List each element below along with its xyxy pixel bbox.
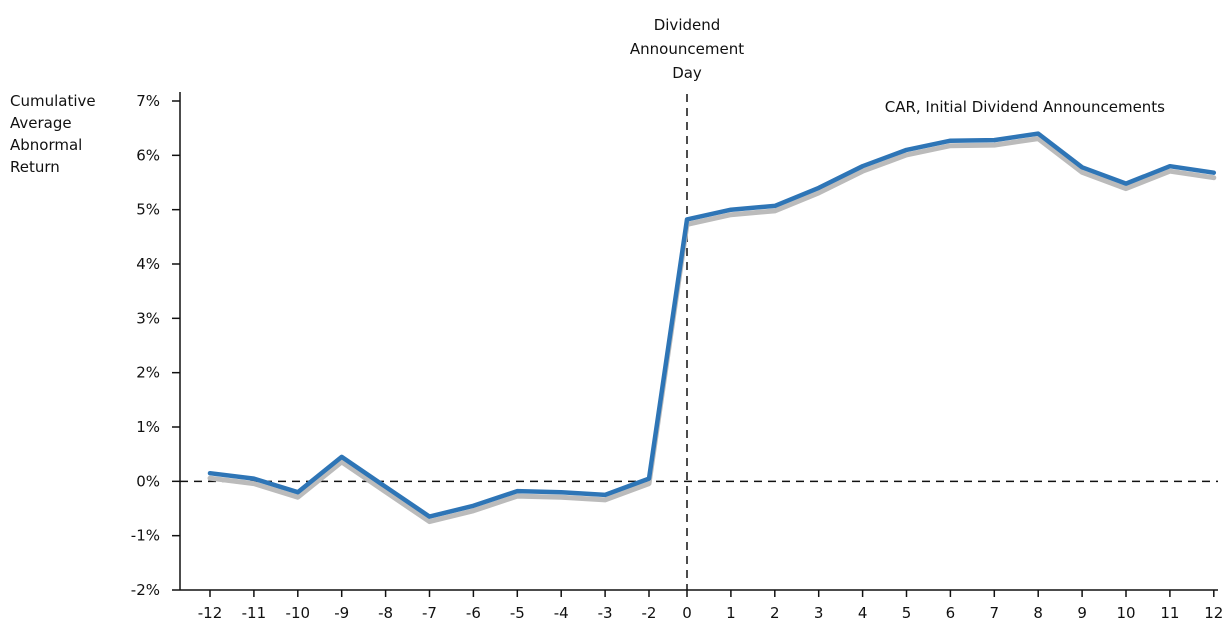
x-tick-label: -10 <box>286 604 311 622</box>
x-tick-label: -12 <box>198 604 223 622</box>
series-line <box>207 131 1217 519</box>
series-line-shadow <box>207 136 1217 525</box>
y-axis-label: Return <box>10 158 60 176</box>
x-tick-label: 11 <box>1160 604 1179 622</box>
reference-lines <box>180 94 1218 590</box>
y-tick-label: 7% <box>136 92 160 110</box>
x-tick-label: 5 <box>902 604 912 622</box>
x-tick-label: -8 <box>378 604 393 622</box>
x-tick-label: 0 <box>682 604 692 622</box>
x-tick-label: -4 <box>554 604 569 622</box>
y-tick-label: 0% <box>136 472 160 490</box>
x-tick-label: 3 <box>814 604 824 622</box>
y-tick-label: 6% <box>136 146 160 164</box>
x-tick-label: 2 <box>770 604 780 622</box>
y-tick-label: 3% <box>136 309 160 327</box>
x-tick-label: -11 <box>242 604 267 622</box>
axes: -2% -1% 0% 1% 2% 3% 4% 5% 6% 7% -12 -11 -10 -9 -8 -7 -6 -… <box>131 92 1223 622</box>
x-tick-label: 8 <box>1033 604 1043 622</box>
series-label: CAR, Initial Dividend Announcements <box>885 98 1165 116</box>
x-tick-label: -9 <box>334 604 349 622</box>
y-axis-label: Average <box>10 114 72 132</box>
x-tick-label: -3 <box>598 604 613 622</box>
x-tick-label: -5 <box>510 604 525 622</box>
labels: Cumulative Average Abnormal Return Dividend A… <box>10 16 1165 176</box>
y-tick-label: -1% <box>131 527 160 545</box>
x-tick-label: 7 <box>990 604 1000 622</box>
x-tick-label: -2 <box>642 604 657 622</box>
y-tick-label: 1% <box>136 418 160 436</box>
y-tick-label: 4% <box>136 255 160 273</box>
x-tick-label: 1 <box>726 604 736 622</box>
y-tick-label: 2% <box>136 364 160 382</box>
y-tick-label: -2% <box>131 581 160 599</box>
x-tick-label: 10 <box>1116 604 1135 622</box>
y-axis-label: Abnormal <box>10 136 82 154</box>
event-day-label: Announcement <box>630 40 744 58</box>
x-tick-label: -6 <box>466 604 481 622</box>
x-tick-label: 9 <box>1077 604 1087 622</box>
x-tick-label: -7 <box>422 604 437 622</box>
event-day-label: Day <box>672 64 702 82</box>
y-tick-label: 5% <box>136 201 160 219</box>
y-axis-label: Cumulative <box>10 92 96 110</box>
x-tick-label: 6 <box>946 604 956 622</box>
x-tick-label: 12 <box>1204 604 1223 622</box>
series-group <box>207 131 1217 525</box>
event-day-label: Dividend <box>654 16 721 34</box>
x-tick-label: 4 <box>858 604 868 622</box>
